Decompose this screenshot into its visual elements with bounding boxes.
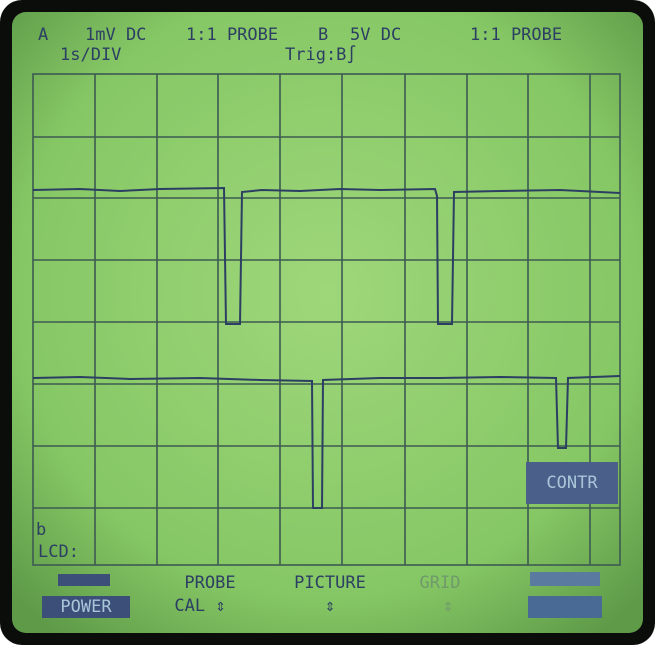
softkey-label[interactable]: CAL ⇕: [174, 596, 225, 616]
a-probe: 1:1 PROBE: [186, 25, 278, 45]
timebase: 1s/DIV: [60, 45, 121, 65]
softkey-title: PICTURE: [294, 573, 366, 593]
channel-b: B: [318, 25, 328, 45]
channel-a: A: [38, 25, 48, 45]
b-probe: 1:1 PROBE: [470, 25, 562, 45]
b-range: 5V DC: [350, 25, 401, 45]
softkey-label[interactable]: ⇕: [325, 596, 335, 616]
screen-photo: A 1mV DC 1:1 PROBE B 5V DC 1:1 PROBE 1s/…: [0, 0, 655, 645]
channel-indicator: b: [36, 520, 46, 540]
side-key-label[interactable]: CONTR: [546, 473, 598, 493]
key-icon: [530, 572, 600, 586]
key-icon: [58, 574, 110, 586]
softkey-title: GRID: [420, 573, 461, 593]
softkey-label[interactable]: ⇕: [443, 596, 453, 616]
softkey[interactable]: [528, 596, 602, 618]
mode-label: LCD:: [38, 542, 79, 562]
trigger: Trig:B∫: [285, 45, 357, 65]
a-range: 1mV DC: [85, 25, 146, 45]
softkey-title: PROBE: [184, 573, 235, 593]
softkey-label[interactable]: POWER: [60, 597, 112, 617]
